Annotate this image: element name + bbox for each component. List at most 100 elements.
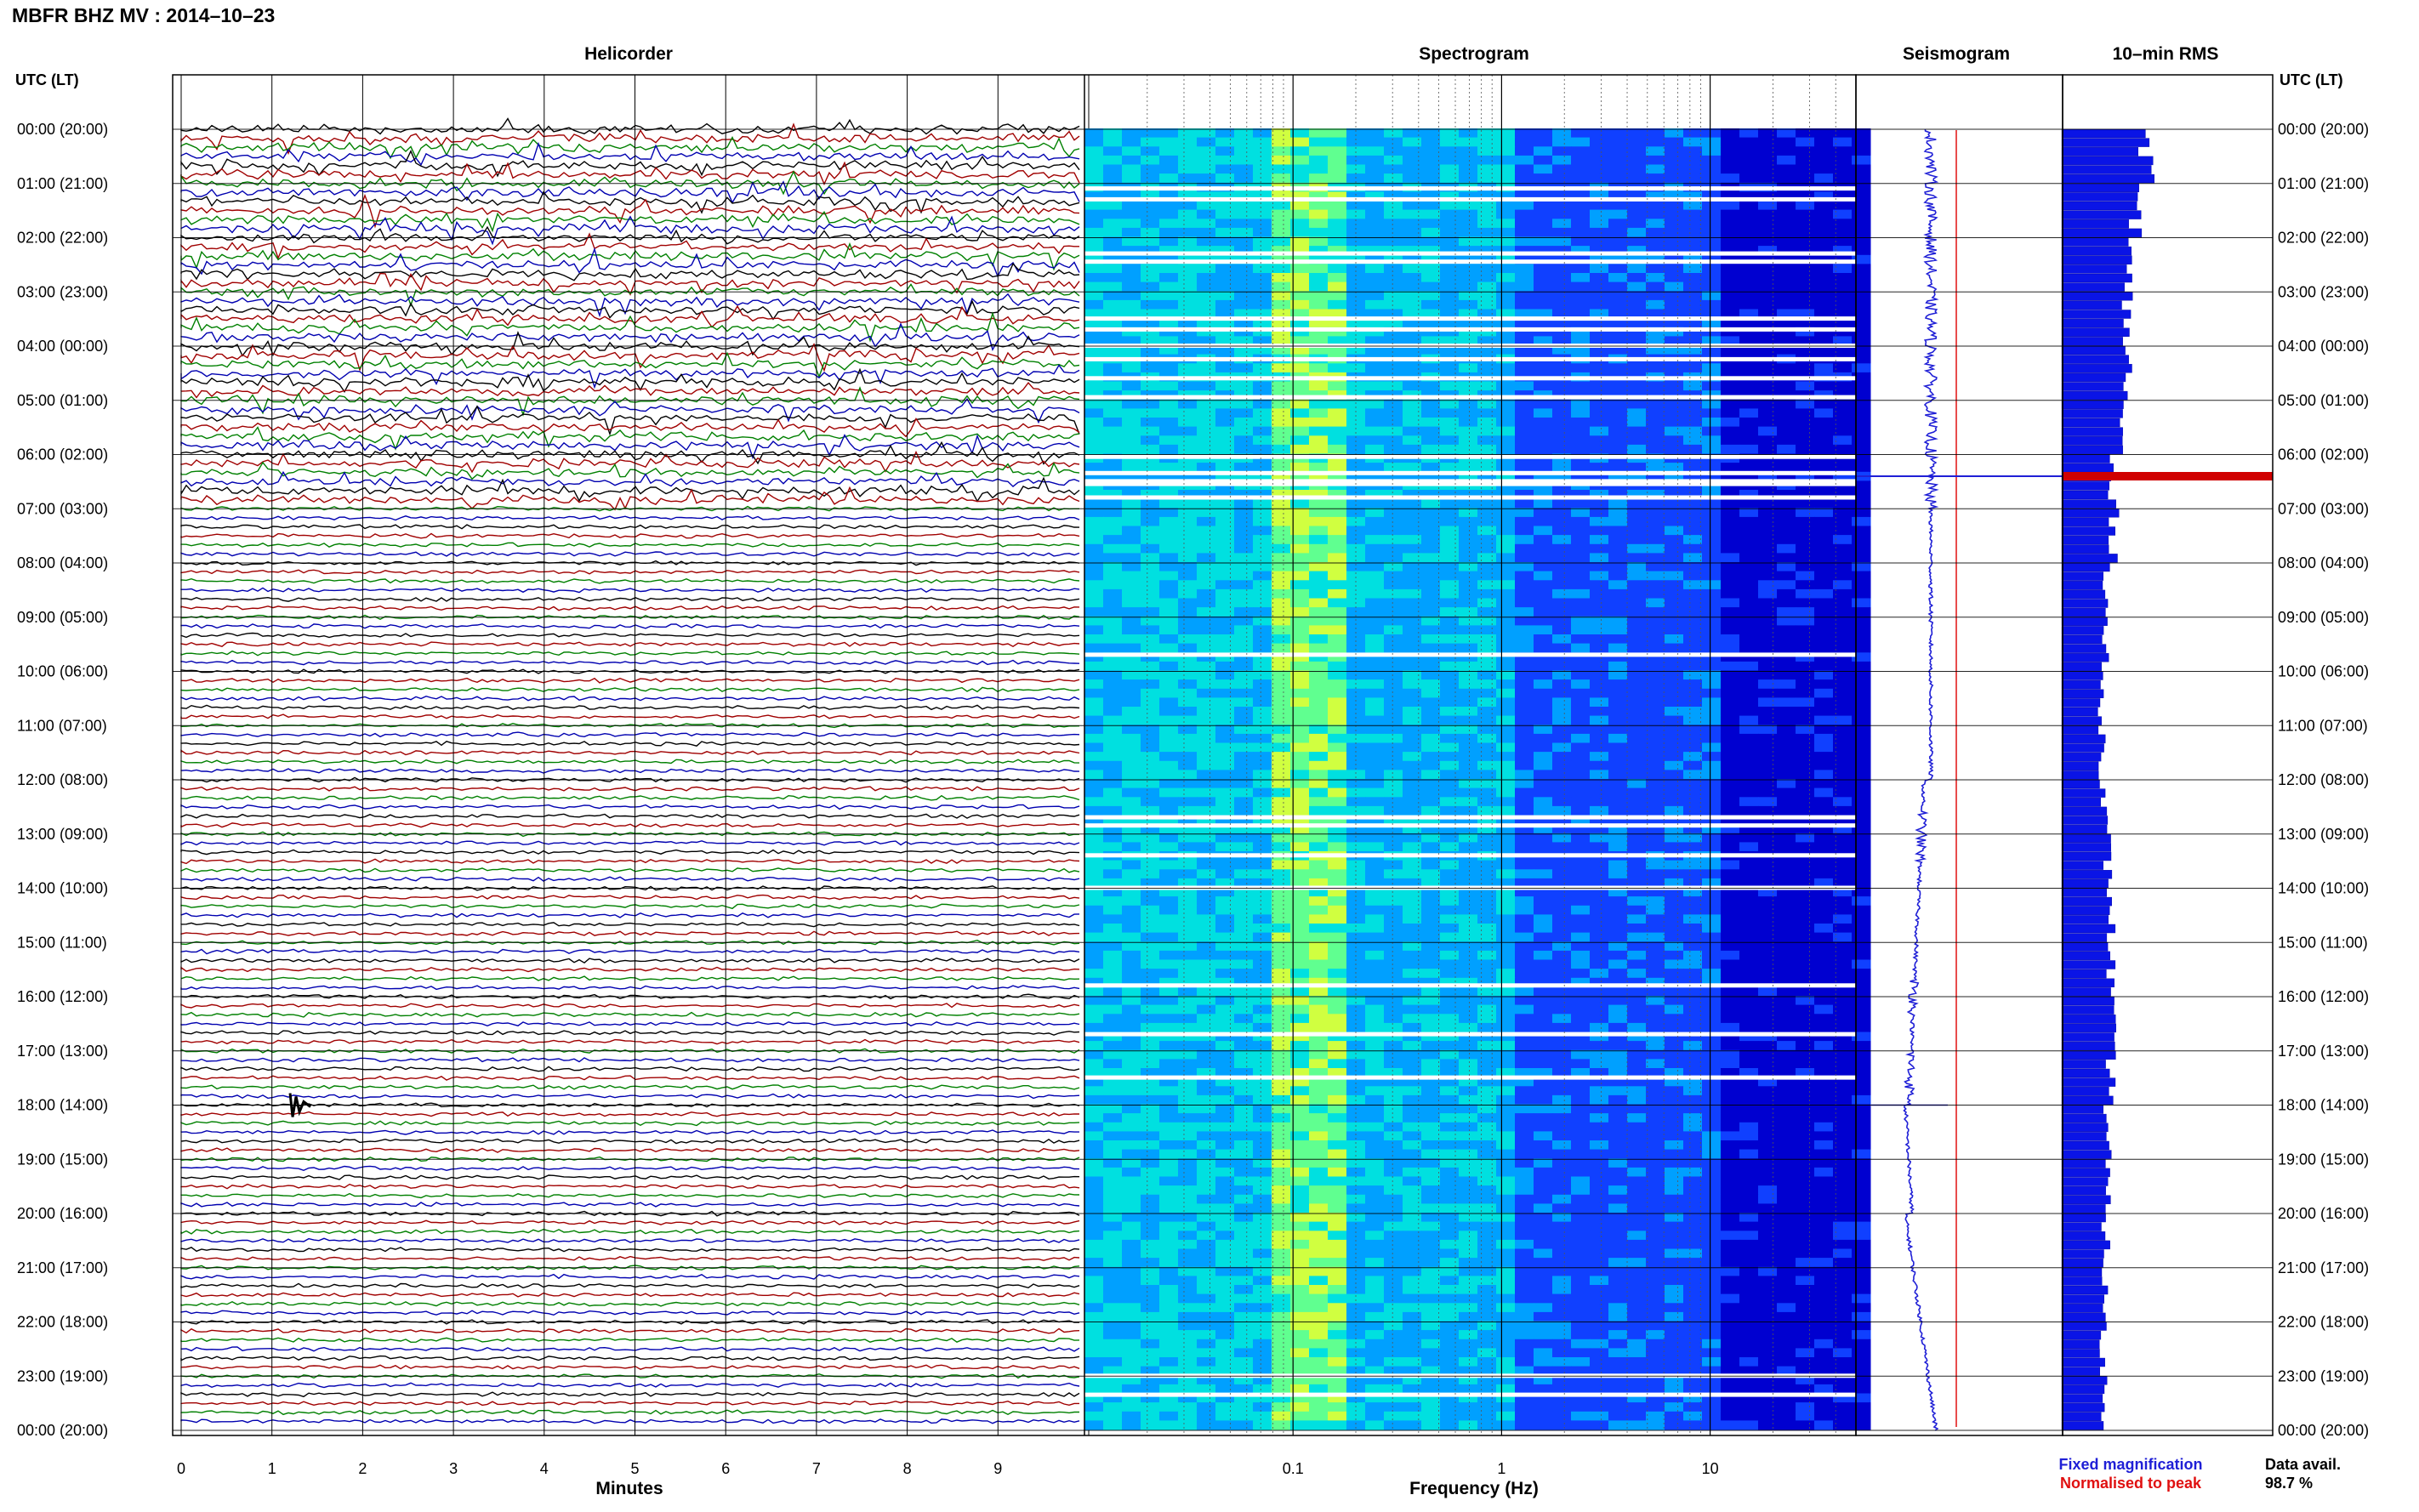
spectrogram-cell <box>1552 1086 1572 1096</box>
spectrogram-cell <box>1814 1131 1834 1141</box>
spectrogram-cell <box>1197 408 1216 418</box>
spectrogram-cell <box>1833 733 1853 744</box>
spectrogram-cell <box>1159 760 1179 770</box>
spectrogram-cell <box>1084 281 1104 292</box>
spectrogram-cell <box>1496 625 1516 635</box>
spectrogram-cell <box>1758 327 1778 337</box>
spectrogram-cell <box>1403 543 1422 554</box>
spectrogram-cell <box>1683 128 1703 139</box>
spectrogram-cell <box>1515 137 1534 147</box>
spectrogram-cell <box>1178 146 1198 156</box>
spectrogram-cell <box>1403 273 1422 283</box>
spectrogram-cell <box>1403 805 1422 816</box>
spectrogram-cell <box>1403 616 1422 626</box>
spectrogram-cell <box>1141 164 1160 174</box>
spectrogram-cell <box>1178 742 1198 753</box>
spectrogram-cell <box>1571 661 1591 672</box>
spectrogram-cell <box>1833 1140 1853 1151</box>
spectrogram-cell <box>1796 679 1815 690</box>
spectrogram-cell <box>1290 273 1310 283</box>
spectrogram-cell <box>1103 345 1123 355</box>
spectrogram-cell <box>1796 1068 1815 1078</box>
helicorder-trace <box>180 903 1080 910</box>
spectrogram-cell <box>1290 914 1310 924</box>
spectrogram-cell <box>1328 815 1347 825</box>
spectrogram-cell <box>1197 688 1216 698</box>
spectrogram-cell <box>1084 779 1104 789</box>
spectrogram-cell <box>1215 508 1235 518</box>
spectrogram-cell <box>1234 1059 1254 1069</box>
spectrogram-cell <box>1758 281 1778 292</box>
spectrogram-cell <box>1477 535 1497 545</box>
spectrogram-cell <box>1215 833 1235 843</box>
spectrogram-cell <box>1459 571 1478 581</box>
spectrogram-cell <box>1309 209 1329 219</box>
spectrogram-cell <box>1215 625 1235 635</box>
spectrogram-cell <box>1234 996 1254 1006</box>
spectrogram-cell <box>1608 562 1628 572</box>
spectrogram-cell <box>1646 752 1665 762</box>
spectrogram-cell <box>1852 760 1871 770</box>
spectrogram-cell <box>1365 725 1385 735</box>
spectrogram-cell <box>1084 1131 1104 1141</box>
spectrogram-cell <box>1215 924 1235 934</box>
spectrogram-cell <box>1552 770 1572 780</box>
spectrogram-cell <box>1852 869 1871 879</box>
spectrogram-cell <box>1122 1059 1141 1069</box>
spectrogram-cell <box>1440 742 1460 753</box>
spectrogram-cell <box>1159 435 1179 446</box>
spectrogram-cell <box>1683 869 1703 879</box>
spectrogram-cell <box>1346 1068 1366 1078</box>
spectrogram-cell <box>1234 535 1254 545</box>
spectrogram-cell <box>1159 797 1179 807</box>
spectrogram-cell <box>1814 905 1834 915</box>
spectrogram-cell <box>1608 444 1628 455</box>
spectrogram-cell <box>1777 986 1796 997</box>
spectrogram-cell <box>1627 571 1647 581</box>
helicorder-trace <box>180 794 1080 801</box>
spectrogram-cell <box>1721 408 1740 418</box>
spectrogram-cell <box>1721 950 1740 961</box>
spectrogram-cell <box>1721 1059 1740 1069</box>
spectrogram-cell <box>1814 299 1834 310</box>
spectrogram-cell <box>1571 652 1591 662</box>
spectrogram-cell <box>1627 363 1647 373</box>
spectrogram-cell <box>1141 246 1160 256</box>
spectrogram-cell <box>1590 1041 1609 1051</box>
spectrogram-cell <box>1758 1122 1778 1132</box>
spectrogram-cell <box>1384 824 1403 834</box>
spectrogram-cell <box>1833 932 1853 942</box>
spectrogram-cell <box>1421 1059 1441 1069</box>
spectrogram-cell <box>1084 562 1104 572</box>
spectrogram-cell <box>1702 1113 1722 1123</box>
spectrogram-cell <box>1421 273 1441 283</box>
spectrogram-cell <box>1590 580 1609 590</box>
spectrogram-cell <box>1141 299 1160 310</box>
spectrogram-cell <box>1477 490 1497 500</box>
spectrogram-cell <box>1777 770 1796 780</box>
spectrogram-cell <box>1477 887 1497 897</box>
spectrogram-cell <box>1534 299 1553 310</box>
spectrogram-cell <box>1290 571 1310 581</box>
spectrogram-cell <box>1215 1086 1235 1096</box>
spectrogram-cell <box>1346 860 1366 870</box>
spectrogram-cell <box>1328 715 1347 725</box>
spectrogram-cell <box>1665 1049 1684 1060</box>
spectrogram-cell <box>1702 146 1722 156</box>
spectrogram-cell <box>1571 1140 1591 1151</box>
spectrogram-cell <box>1683 535 1703 545</box>
spectrogram-cell <box>1159 959 1179 969</box>
spectrogram-cell <box>1758 209 1778 219</box>
spectrogram-cell <box>1814 146 1834 156</box>
spectrogram-cell <box>1421 1158 1441 1168</box>
spectrogram-cell <box>1777 318 1796 328</box>
spectrogram-cell <box>1141 1158 1160 1168</box>
spectrogram-cell <box>1796 562 1815 572</box>
spectrogram-cell <box>1721 471 1740 481</box>
spectrogram-cell <box>1159 543 1179 554</box>
spectrogram-cell <box>1122 996 1141 1006</box>
spectrogram-cell <box>1103 797 1123 807</box>
spectrogram-cell <box>1552 986 1572 997</box>
spectrogram-cell <box>1421 418 1441 428</box>
spectrogram-cell <box>1777 299 1796 310</box>
